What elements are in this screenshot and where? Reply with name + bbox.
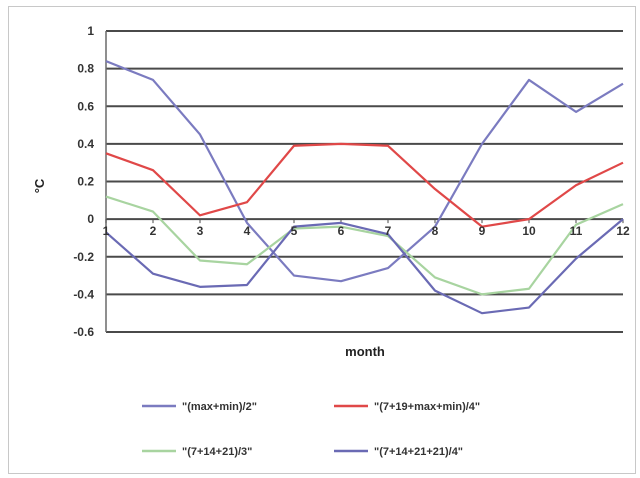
axes <box>105 31 624 332</box>
legend-item: "(7+19+max+min)/4" <box>334 401 480 413</box>
y-tick-label: 0.2 <box>77 175 94 189</box>
x-tick-label: 7 <box>385 224 392 238</box>
legend-label: "(7+14+21)/3" <box>182 446 252 458</box>
x-tick-label: 1 <box>103 224 110 238</box>
legend-label: "(7+14+21+21)/4" <box>374 446 463 458</box>
series-line-4 <box>105 218 624 315</box>
series-line-1 <box>105 60 624 283</box>
series-lines <box>105 60 624 315</box>
x-tick-label: 4 <box>244 224 251 238</box>
legend-label: "(7+19+max+min)/4" <box>374 401 480 413</box>
y-tick-label: 1 <box>87 24 94 38</box>
legend-item: "(max+min)/2" <box>142 401 257 413</box>
x-tick-label: 12 <box>616 224 630 238</box>
x-tick-label: 3 <box>197 224 204 238</box>
x-tick-label: 5 <box>291 224 298 238</box>
series-line-3 <box>105 195 624 296</box>
x-tick-label: 10 <box>522 224 536 238</box>
y-tick-label: 0 <box>87 212 94 226</box>
x-tick-label: 11 <box>570 224 583 238</box>
x-tick-label: 6 <box>338 224 345 238</box>
legend-item: "(7+14+21)/3" <box>142 446 252 458</box>
series-line-2 <box>105 142 624 228</box>
legend-label: "(max+min)/2" <box>182 401 257 413</box>
y-tick-label: -0.2 <box>73 250 94 264</box>
y-tick-label: -0.6 <box>73 325 94 339</box>
grid <box>106 30 623 333</box>
x-axis-label: month <box>345 344 385 359</box>
y-tick-label: 0.4 <box>77 137 94 151</box>
legend-item: "(7+14+21+21)/4" <box>334 446 463 458</box>
tick-labels: 10.80.60.40.20-0.2-0.4-0.61 2 3 4 5 6 7 8 9 10 11 1… <box>73 24 630 339</box>
x-tick-label: 8 <box>432 224 439 238</box>
y-tick-label: 0.8 <box>77 62 94 76</box>
y-tick-label: 0.6 <box>77 99 94 113</box>
legend: "(max+min)/2" "(7+19+max+min)/4" "(7+14+21… <box>142 401 480 458</box>
y-tick-label: -0.4 <box>73 287 94 301</box>
x-tick-label: 9 <box>479 224 486 238</box>
x-tick-label: 2 <box>150 224 157 238</box>
y-axis-label: °C <box>32 178 47 193</box>
chart-frame <box>8 6 636 474</box>
